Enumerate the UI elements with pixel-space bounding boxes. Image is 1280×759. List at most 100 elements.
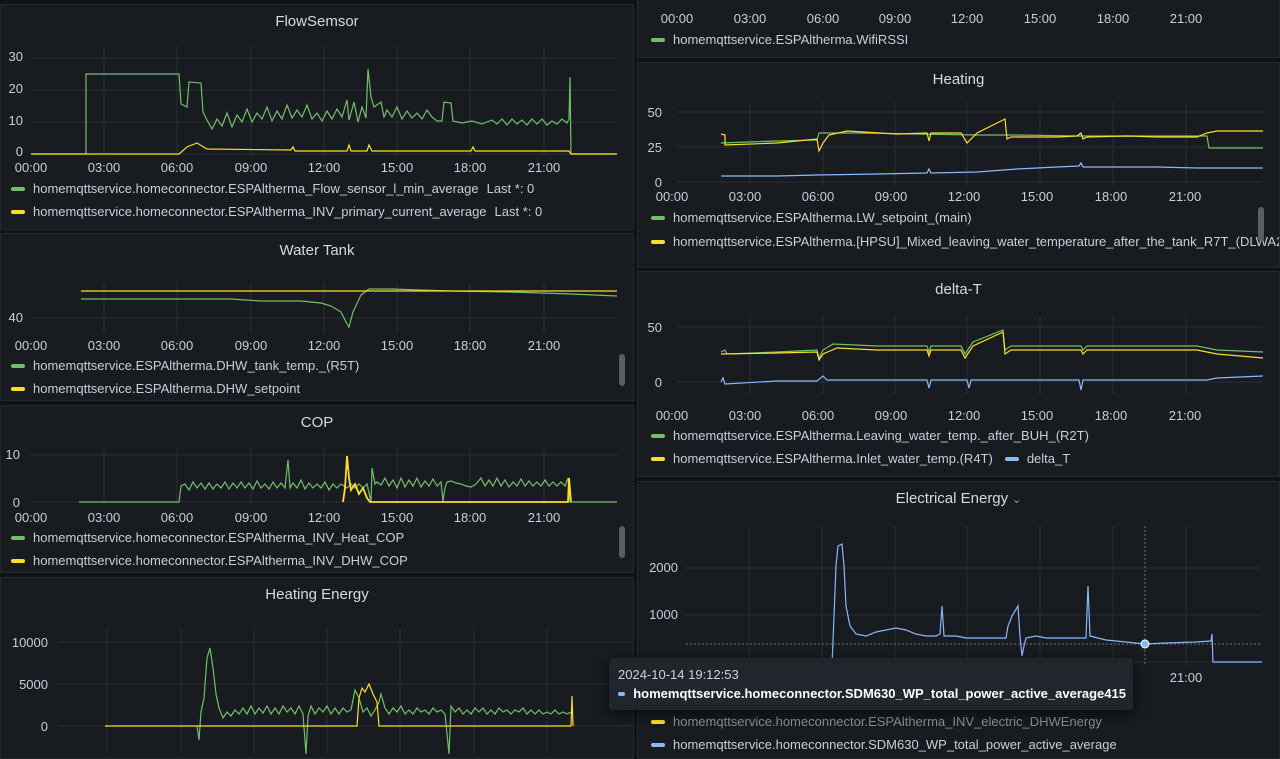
legend-scrollbar[interactable] (619, 354, 625, 386)
y-tick: 1000 (649, 607, 678, 622)
y-tick: 20 (8, 81, 23, 96)
panel-title[interactable]: Heating (932, 71, 985, 88)
series-dhw-cop (342, 455, 572, 503)
x-tick: 18:00 (453, 510, 487, 525)
y-tick: 30 (8, 49, 23, 64)
y-tick: 40 (8, 310, 23, 325)
legend-swatch (11, 386, 25, 391)
legend-scrollbar[interactable] (1258, 207, 1264, 241)
cop-plot[interactable] (31, 448, 617, 504)
legend-label: homemqttservice.homeconnector.ESPAltherm… (33, 530, 405, 545)
hover-point (1140, 639, 1150, 649)
series-heat-energy (196, 647, 572, 755)
panel-title[interactable]: FlowSemsor (275, 13, 359, 30)
panel-title[interactable]: Heating Energy (265, 586, 369, 603)
y-tick: 0 (654, 375, 662, 390)
x-tick: 18:00 (453, 160, 487, 175)
y-tick: 50 (647, 320, 662, 335)
legend-item[interactable]: homemqttservice.ESPAltherma.Inlet_water_… (651, 451, 1070, 466)
x-tick: 21:00 (527, 338, 561, 353)
flow-plot[interactable] (31, 47, 617, 157)
series-heating-blue (721, 161, 1263, 177)
legend-swatch (11, 558, 25, 563)
x-tick: 06:00 (160, 510, 194, 525)
legend-label: homemqttservice.ESPAltherma.Leaving_wate… (673, 428, 1089, 443)
legend-swatch (11, 535, 25, 540)
x-tick: 03:00 (87, 510, 121, 525)
x-tick: 21:00 (1169, 670, 1203, 685)
legend-item[interactable]: homemqttservice.ESPAltherma.LW_setpoint_… (651, 210, 972, 225)
x-tick: 12:00 (947, 408, 981, 423)
y-tick: 25 (647, 140, 662, 155)
panel-title-text: Electrical Energy (895, 490, 1009, 507)
panel-electrical-energy[interactable]: Electrical Energy ⌄ 2000 1000 21:00 homem… (637, 481, 1280, 759)
x-tick: 18:00 (1096, 11, 1130, 26)
legend-scrollbar[interactable] (619, 526, 625, 558)
legend-item[interactable]: homemqttservice.ESPAltherma.DHW_tank_tem… (11, 358, 359, 373)
y-tick: 0 (12, 495, 20, 510)
panel-heating-energy[interactable]: Heating Energy 10000 5000 0 (0, 577, 634, 759)
y-tick: 10000 (11, 635, 48, 650)
series-heat-cop (79, 459, 617, 503)
heating-plot[interactable] (677, 103, 1263, 185)
y-tick: 0 (654, 175, 662, 190)
legend-label: homemqttservice.homeconnector.ESPAltherm… (33, 204, 487, 219)
x-tick: 09:00 (874, 408, 908, 423)
x-tick: 00:00 (660, 11, 694, 26)
tooltip-series-name: homemqttservice.homeconnector.SDM630_WP_… (633, 686, 1105, 701)
series-inv-current (31, 142, 617, 155)
x-tick: 15:00 (380, 510, 414, 525)
x-tick: 03:00 (728, 408, 762, 423)
heating-energy-plot[interactable] (57, 628, 634, 755)
legend-item[interactable]: homemqttservice.homeconnector.ESPAltherm… (11, 553, 408, 568)
panel-water-tank[interactable]: Water Tank 40 00:00 03:00 06:00 09:00 12… (0, 233, 634, 401)
panel-title[interactable]: Electrical Energy ⌄ (638, 490, 1279, 507)
tooltip-time: 2024-10-14 19:12:53 (618, 667, 739, 682)
legend-label: homemqttservice.homeconnector.ESPAltherm… (33, 181, 479, 196)
panel-title[interactable]: COP (300, 414, 334, 431)
x-tick: 18:00 (1094, 408, 1128, 423)
chevron-down-icon[interactable]: ⌄ (1012, 494, 1022, 506)
legend-item[interactable]: homemqttservice.ESPAltherma.Leaving_wate… (651, 428, 1089, 443)
legend-item[interactable]: homemqttservice.homeconnector.ESPAltherm… (11, 181, 534, 196)
legend-label: delta_T (1026, 451, 1071, 466)
legend-swatch (11, 186, 25, 191)
x-tick: 06:00 (801, 189, 835, 204)
legend-item[interactable]: homemqttservice.homeconnector.ESPAltherm… (11, 530, 404, 545)
x-tick: 21:00 (527, 160, 561, 175)
tank-plot[interactable] (31, 282, 618, 334)
y-tick: 0 (15, 144, 23, 159)
x-tick: 12:00 (950, 11, 984, 26)
panel-wifi-rssi[interactable]: 00:00 03:00 06:00 09:00 12:00 15:00 18:0… (637, 0, 1280, 58)
delta-t-plot[interactable] (677, 316, 1264, 394)
legend-item[interactable]: homemqttservice.ESPAltherma.WifiRSSI (651, 32, 908, 47)
legend-label: homemqttservice.homeconnector.ESPAltherm… (673, 714, 1102, 729)
x-tick: 00:00 (14, 338, 48, 353)
y-tick: 5000 (19, 677, 48, 692)
panel-cop[interactable]: COP 10 0 00:00 03:00 06:00 09:00 12:00 1… (0, 405, 634, 573)
x-tick: 06:00 (801, 408, 835, 423)
legend-item[interactable]: homemqttservice.homeconnector.ESPAltherm… (651, 714, 1102, 729)
legend-item[interactable]: homemqttservice.ESPAltherma.[HPSU]_Mixed… (651, 234, 1279, 249)
legend-item[interactable]: homemqttservice.homeconnector.SDM630_WP_… (651, 737, 1117, 752)
legend-swatch (651, 239, 665, 244)
legend-swatch (651, 742, 665, 747)
panel-title[interactable]: Water Tank (279, 242, 355, 259)
series-flow (31, 68, 617, 155)
legend-item[interactable]: homemqttservice.ESPAltherma.DHW_setpoint (11, 381, 300, 396)
legend-swatch (651, 433, 665, 438)
panel-delta-t[interactable]: delta-T 50 0 00:00 03:00 06:00 09:00 12:… (637, 271, 1280, 477)
legend-item[interactable]: homemqttservice.homeconnector.ESPAltherm… (11, 204, 542, 219)
panel-flow-sensor[interactable]: FlowSemsor 30 20 10 0 00:00 03:00 06:00 … (0, 4, 634, 230)
panel-title[interactable]: delta-T (935, 281, 982, 298)
y-tick: 50 (647, 105, 662, 120)
x-tick: 09:00 (234, 510, 268, 525)
series-delta-t (720, 375, 1264, 391)
legend-last-value: Last *: 0 (486, 181, 535, 196)
x-tick: 21:00 (1168, 189, 1202, 204)
legend-last-value: Last *: 0 (494, 204, 543, 219)
electrical-energy-plot[interactable] (686, 526, 1262, 667)
x-tick: 06:00 (160, 160, 194, 175)
x-tick: 03:00 (87, 160, 121, 175)
panel-heating[interactable]: Heating 50 25 0 00:00 03:00 06:00 09:00 … (637, 62, 1280, 268)
